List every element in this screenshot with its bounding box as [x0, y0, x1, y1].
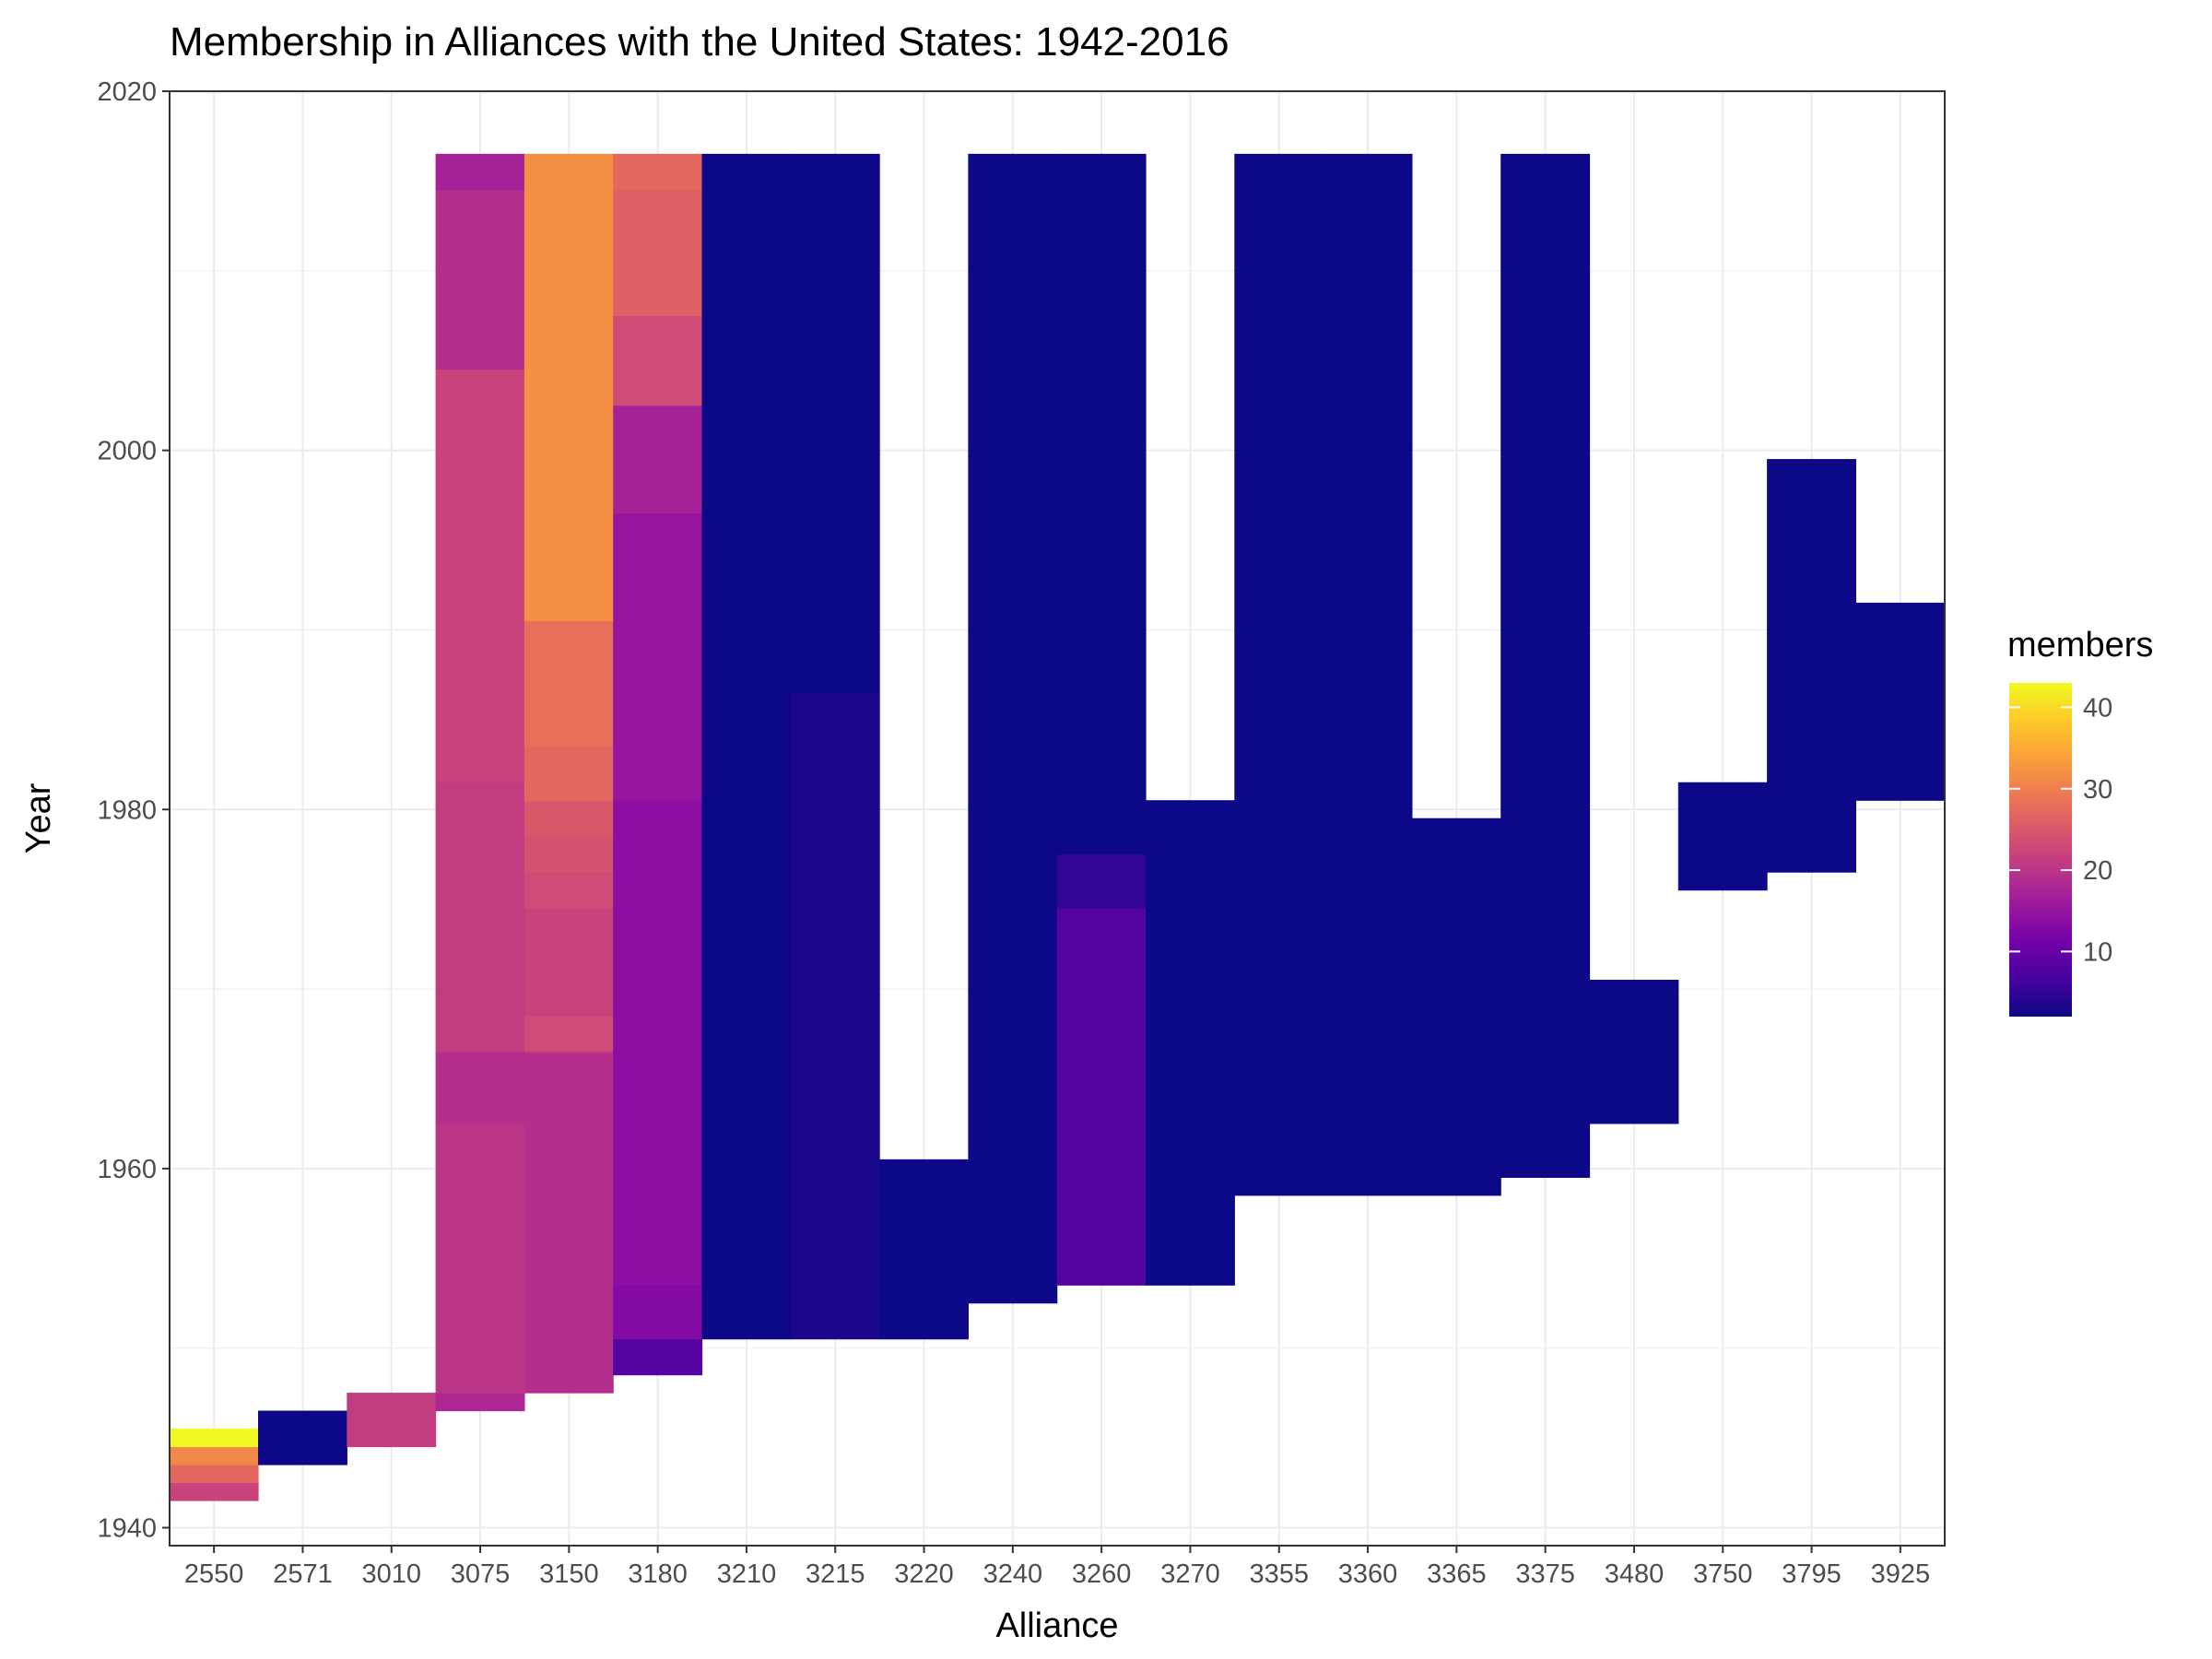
heatmap-cell-3180 — [613, 405, 703, 514]
heatmap-cell-3750 — [1677, 782, 1768, 891]
heatmap-cell-3150 — [524, 620, 614, 747]
chart-title: Membership in Alliances with the United … — [170, 19, 1230, 65]
y-tick-label: 2000 — [97, 437, 157, 466]
x-tick-label: 3360 — [1338, 1559, 1398, 1589]
heatmap-cell-3180 — [613, 189, 703, 316]
heatmap-cell-3010 — [347, 1393, 437, 1448]
heatmap-cell-3180 — [613, 800, 703, 1286]
heatmap-cell-3260 — [1056, 908, 1147, 1286]
heatmap-cell-3150 — [524, 800, 614, 837]
legend-colorbar — [2009, 683, 2072, 1017]
heatmap-cell-3240 — [968, 153, 1058, 1304]
heatmap-cell-3075 — [435, 153, 525, 191]
x-tick-label: 3270 — [1160, 1559, 1220, 1589]
heatmap-cell-3075 — [435, 1123, 525, 1376]
x-axis: 2550 2571 3010 3075 3150 3180 3210 3215 3220 3240… — [184, 1546, 1930, 1589]
x-axis-title: Alliance — [995, 1606, 1118, 1645]
y-tick-label: 1940 — [97, 1514, 157, 1544]
plot-border — [169, 90, 1946, 1547]
heatmap-cell-3150 — [524, 836, 614, 873]
heatmap-cell-3180 — [613, 153, 703, 191]
legend-tick-label: 30 — [2083, 775, 2112, 805]
heatmap-cell-3150 — [524, 908, 614, 1017]
heatmap-cell-2550 — [169, 1429, 259, 1448]
heatmap-cell-3180 — [613, 1285, 703, 1340]
legend-tick-label: 20 — [2083, 856, 2112, 886]
heatmap-cell-3075 — [435, 1374, 525, 1394]
heatmap-cell-3075 — [435, 369, 525, 783]
x-tick-label: 3180 — [628, 1559, 688, 1589]
heatmap-cell-2550 — [169, 1482, 259, 1501]
heatmap-cell-3210 — [701, 153, 792, 1340]
heatmap-cell-3365 — [1411, 818, 1501, 1196]
heatmap-cell-3150 — [524, 153, 614, 622]
heatmap-cell-3925 — [1855, 602, 1946, 801]
heatmap-cell-3260 — [1056, 153, 1147, 855]
y-tick-label: 1980 — [97, 795, 157, 825]
heatmap-cell-3180 — [613, 315, 703, 406]
heatmap-cell-2550 — [169, 1446, 259, 1465]
heatmap-cell-3075 — [435, 189, 525, 371]
heatmap-cell-3220 — [879, 1159, 970, 1340]
heatmap-cell-3375 — [1500, 153, 1591, 1178]
heatmap-cell-3075 — [435, 1393, 525, 1412]
x-tick-label: 3795 — [1782, 1559, 1841, 1589]
heatmap-cell-3150 — [524, 872, 614, 909]
x-tick-label: 2550 — [184, 1559, 244, 1589]
heatmap-cell-3795 — [1767, 459, 1857, 873]
heatmap-cell-2571 — [257, 1410, 347, 1465]
legend-tick-label: 40 — [2083, 693, 2112, 723]
heatmap-cell-2550 — [169, 1465, 259, 1484]
legend-title: members — [2007, 626, 2153, 665]
y-axis-title: Year — [19, 782, 58, 853]
heatmap-cell-3150 — [524, 1051, 614, 1394]
y-tick-label: 1960 — [97, 1155, 157, 1184]
x-tick-label: 3150 — [539, 1559, 599, 1589]
heatmap-cells — [169, 153, 1946, 1501]
heatmap-cell-3075 — [435, 1051, 525, 1124]
heatmap-cell-3150 — [524, 746, 614, 801]
legend: members 10 20 30 40 — [2007, 626, 2153, 1017]
x-tick-label: 3925 — [1871, 1559, 1931, 1589]
heatmap-cell-3180 — [613, 512, 703, 801]
x-tick-label: 2571 — [273, 1559, 333, 1589]
heatmap-cell-3215 — [790, 153, 880, 693]
y-tick-label: 2020 — [97, 77, 157, 107]
x-tick-label: 3240 — [983, 1559, 1043, 1589]
heatmap-cell-3360 — [1323, 153, 1413, 1196]
x-tick-label: 3480 — [1605, 1559, 1665, 1589]
x-tick-label: 3075 — [451, 1559, 511, 1589]
heatmap-cell-3270 — [1146, 800, 1235, 1286]
legend-tick-label: 10 — [2083, 937, 2112, 967]
x-tick-label: 3215 — [806, 1559, 865, 1589]
heatmap-cell-3260 — [1056, 853, 1147, 909]
x-tick-label: 3750 — [1693, 1559, 1753, 1589]
x-tick-label: 3210 — [717, 1559, 777, 1589]
x-tick-label: 3220 — [894, 1559, 954, 1589]
heatmap-cell-3150 — [524, 1015, 614, 1053]
x-tick-label: 3375 — [1515, 1559, 1575, 1589]
heatmap-cell-3215 — [790, 692, 880, 1340]
x-tick-label: 3355 — [1249, 1559, 1309, 1589]
x-tick-label: 3260 — [1072, 1559, 1132, 1589]
x-tick-label: 3010 — [361, 1559, 421, 1589]
heatmap-cell-3180 — [613, 1338, 703, 1376]
heatmap-cell-3075 — [435, 782, 525, 1053]
heatmap-cell-3480 — [1589, 980, 1679, 1124]
x-tick-label: 3365 — [1427, 1559, 1487, 1589]
y-axis: 1940 1960 1980 2000 2020 — [97, 77, 170, 1544]
heatmap-cell-3355 — [1234, 153, 1324, 1196]
